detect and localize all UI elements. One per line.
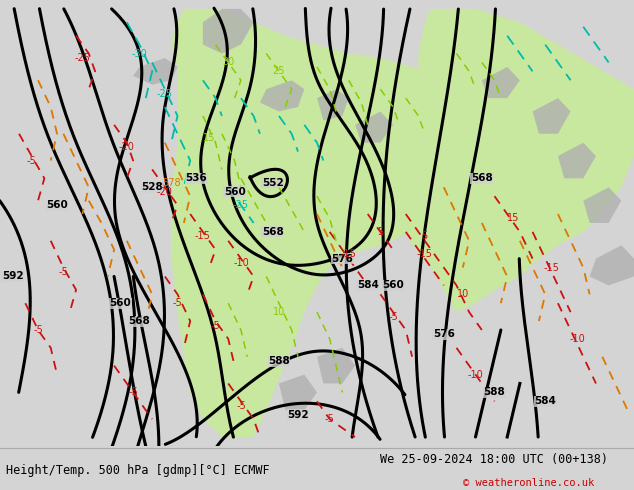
Text: We 25-09-2024 18:00 UTC (00+138): We 25-09-2024 18:00 UTC (00+138) (380, 453, 609, 466)
Text: 588: 588 (268, 356, 290, 366)
Polygon shape (171, 9, 254, 80)
Text: -10: -10 (233, 258, 249, 268)
Text: -5: -5 (236, 401, 246, 411)
Polygon shape (533, 98, 571, 134)
Text: 576: 576 (332, 254, 353, 264)
Polygon shape (583, 187, 621, 223)
Polygon shape (558, 143, 596, 178)
Text: 552: 552 (262, 178, 283, 188)
Text: -15: -15 (340, 249, 357, 259)
Text: -5: -5 (388, 312, 398, 321)
Polygon shape (317, 89, 349, 121)
Text: -5: -5 (33, 325, 43, 335)
Text: 568: 568 (129, 316, 150, 326)
Text: 25: 25 (273, 66, 285, 76)
Text: -5: -5 (210, 320, 221, 331)
Text: 5: 5 (377, 227, 384, 237)
Text: -15: -15 (543, 263, 560, 272)
Text: 584: 584 (357, 280, 378, 291)
Text: -5: -5 (128, 388, 138, 397)
Polygon shape (482, 67, 520, 98)
Text: -25: -25 (157, 89, 173, 98)
Text: 15: 15 (507, 214, 520, 223)
Text: Height/Temp. 500 hPa [gdmp][°C] ECMWF: Height/Temp. 500 hPa [gdmp][°C] ECMWF (6, 464, 270, 477)
Text: 15: 15 (203, 133, 216, 143)
Text: 592: 592 (287, 410, 309, 420)
Text: -10: -10 (468, 369, 483, 380)
Text: 30: 30 (222, 57, 235, 68)
Polygon shape (133, 58, 178, 85)
Text: -25: -25 (233, 200, 249, 210)
Polygon shape (355, 112, 393, 143)
Text: 578: 578 (162, 178, 181, 188)
Text: 560: 560 (110, 298, 131, 308)
Text: -15: -15 (417, 249, 433, 259)
Polygon shape (393, 9, 634, 312)
Text: 560: 560 (224, 187, 245, 197)
Polygon shape (317, 348, 355, 384)
Text: 588: 588 (484, 388, 505, 397)
Text: 576: 576 (433, 329, 455, 340)
Text: 5: 5 (422, 231, 428, 242)
Polygon shape (260, 80, 304, 112)
Text: -30: -30 (132, 49, 147, 58)
Text: 10: 10 (456, 289, 469, 299)
Polygon shape (590, 245, 634, 285)
Text: 568: 568 (262, 227, 283, 237)
Text: 10: 10 (273, 307, 285, 317)
Text: -5: -5 (325, 414, 335, 424)
Text: © weatheronline.co.uk: © weatheronline.co.uk (463, 478, 594, 489)
Text: -20: -20 (119, 142, 135, 152)
Text: -5: -5 (172, 298, 183, 308)
Text: 536: 536 (186, 173, 207, 183)
Polygon shape (171, 9, 495, 437)
Polygon shape (203, 9, 254, 53)
Text: 560: 560 (382, 280, 404, 291)
Text: -20: -20 (157, 187, 173, 197)
Text: -5: -5 (27, 155, 37, 166)
Text: 584: 584 (534, 396, 556, 406)
Text: 528: 528 (141, 182, 163, 192)
Text: -10: -10 (569, 334, 585, 344)
Text: 592: 592 (2, 271, 23, 281)
Text: -25: -25 (74, 53, 91, 63)
Text: -15: -15 (195, 231, 211, 242)
Polygon shape (279, 374, 317, 410)
Text: -5: -5 (58, 267, 68, 277)
Text: 568: 568 (471, 173, 493, 183)
Text: 560: 560 (46, 200, 68, 210)
